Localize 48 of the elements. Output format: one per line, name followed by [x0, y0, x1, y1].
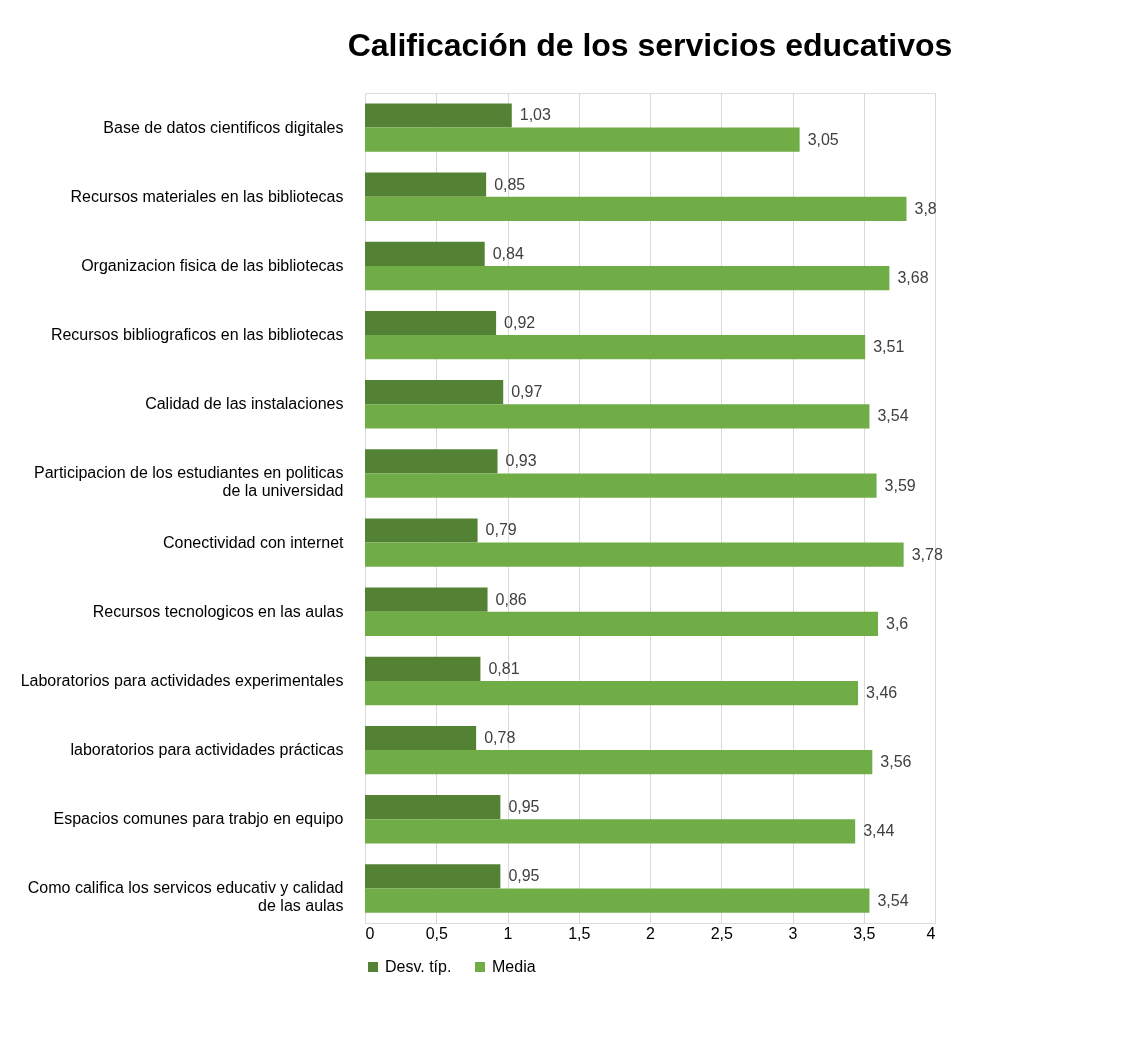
- data-label: 0,92: [504, 313, 536, 331]
- y-tick-label: Organizacion fisica de las bibliotecas: [81, 256, 344, 274]
- data-label: 0,86: [495, 590, 527, 608]
- x-tick-label: 0: [365, 924, 375, 942]
- data-label: 1,03: [519, 106, 552, 124]
- data-label: 3,68: [897, 269, 929, 287]
- y-tick-label: Base de datos cientificos digitales: [103, 118, 344, 136]
- y-tick-label: laboratorios para actividades prácticas: [70, 741, 344, 759]
- y-tick-label: Recursos materiales en las bibliotecas: [70, 187, 344, 205]
- data-label: 3,54: [877, 407, 909, 425]
- chart-title: Calificación de los servicios educativos: [347, 27, 953, 63]
- y-tick-label: Recursos bibliograficos en las bibliotecas: [50, 326, 344, 344]
- y-tick-label: Espacios comunes para trabjo en equipo: [53, 810, 344, 828]
- data-label: 3,46: [866, 684, 898, 702]
- y-tick-label: Como califica los servicos educativ y calidad de las aulas: [27, 879, 344, 915]
- data-label: 3,6: [886, 614, 909, 632]
- data-label: 3,05: [807, 130, 839, 148]
- legend-label: Media: [492, 958, 536, 975]
- data-label: 0,95: [508, 798, 540, 816]
- data-label: 3,44: [863, 822, 895, 840]
- y-tick-label: Calidad de las instalaciones: [145, 395, 344, 413]
- data-label: 0,95: [508, 867, 540, 885]
- x-tick-label: 3,5: [853, 924, 876, 942]
- data-label: 3,51: [873, 338, 905, 356]
- x-tick-label: 1,5: [568, 924, 591, 942]
- data-label: 0,81: [488, 659, 520, 677]
- y-tick-label: Conectividad con internet: [162, 533, 345, 551]
- y-tick-label: Participacion de los estudiantes en politicas de la universidad: [33, 464, 344, 500]
- x-tick-label: 4: [926, 924, 936, 942]
- data-label: 0,97: [511, 383, 543, 401]
- data-label: 0,78: [484, 728, 516, 746]
- x-tick-label: 2: [646, 924, 656, 942]
- data-label: 3,56: [880, 753, 912, 771]
- x-tick-label: 1: [503, 924, 513, 942]
- y-tick-label: Laboratorios para actividades experimentales: [20, 671, 344, 689]
- data-label: 0,79: [485, 521, 517, 539]
- legend-label: Desv. típ.: [385, 958, 452, 975]
- x-tick-label: 0,5: [425, 924, 448, 942]
- data-label: 3,59: [884, 476, 916, 494]
- data-label: 0,85: [494, 175, 526, 193]
- data-label: 3,8: [914, 199, 937, 217]
- y-tick-label: Recursos tecnologicos en las aulas: [92, 602, 344, 620]
- data-label: 0,84: [492, 244, 524, 262]
- data-label: 3,78: [911, 545, 943, 563]
- data-label: 0,93: [505, 452, 537, 470]
- data-label: 3,54: [877, 891, 909, 909]
- x-tick-label: 2,5: [710, 924, 733, 942]
- x-tick-label: 3: [788, 924, 798, 942]
